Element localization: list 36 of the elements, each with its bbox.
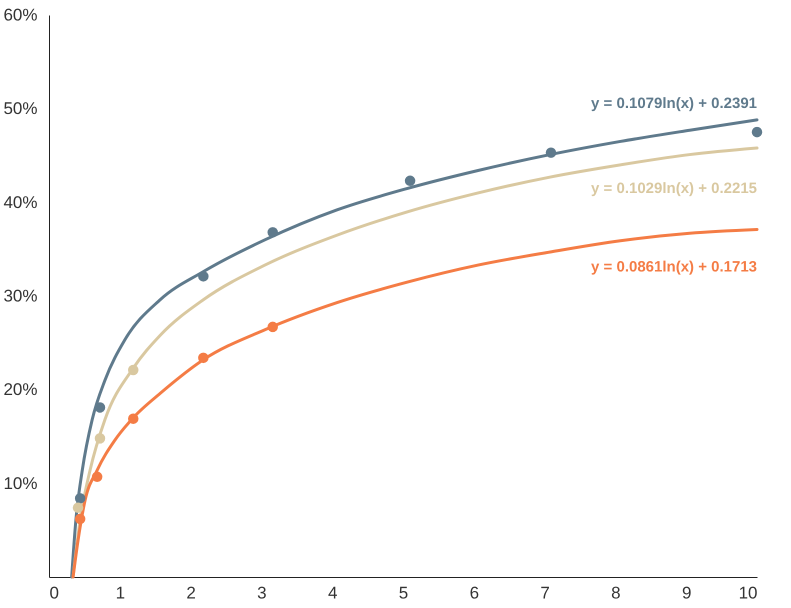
x-tick-label: 8 (611, 584, 621, 602)
point (198, 352, 209, 364)
y-tick-label: 30% (3, 286, 38, 306)
x-tick-label: 5 (398, 584, 408, 602)
x-tick-label: 3 (257, 584, 267, 602)
y-tick-label: 20% (3, 380, 38, 400)
point (752, 126, 762, 138)
line-series (72, 228, 758, 578)
point (128, 364, 138, 376)
point (72, 502, 84, 513)
x-tick-label: 9 (682, 584, 692, 602)
y-tick-label: 50% (3, 99, 38, 118)
y-tick-label: 10% (3, 474, 38, 493)
point (198, 271, 209, 282)
x-tick-label: 0 (50, 584, 59, 602)
x-tick-label: 6 (470, 584, 480, 602)
annotation: y = 0.0861ln(x) + 0.1713 (591, 258, 757, 276)
point (74, 493, 86, 504)
x-tick-label: 2 (186, 584, 196, 602)
y-tick-label: 40% (3, 192, 38, 212)
point (94, 433, 106, 444)
point (546, 147, 556, 158)
point (94, 402, 106, 413)
annotation: y = 0.1079ln(x) + 0.2391 (591, 94, 757, 112)
y-tick-label: 60% (3, 6, 38, 24)
point (404, 176, 416, 186)
point (267, 322, 278, 332)
x-tick-label: 4 (328, 584, 338, 602)
point (92, 472, 102, 482)
point (267, 227, 278, 238)
annotation: y = 0.1029ln(x) + 0.2215 (591, 180, 757, 198)
x-tick-label: 10 (738, 584, 758, 602)
x-tick-label: 1 (116, 584, 126, 602)
point (128, 413, 138, 424)
x-tick-label: 7 (540, 584, 550, 602)
point (74, 514, 86, 524)
